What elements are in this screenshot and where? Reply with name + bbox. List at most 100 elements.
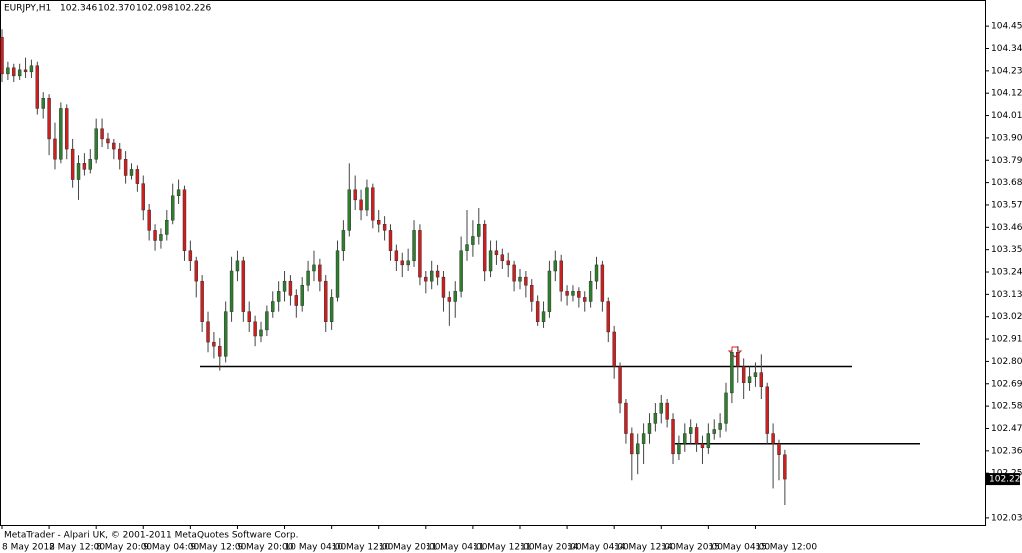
candle-body <box>777 443 781 455</box>
candle-body <box>506 260 510 266</box>
candle-body <box>412 230 416 262</box>
candle-body <box>783 454 787 480</box>
candle-body <box>159 234 163 241</box>
current-price-box <box>986 473 1020 486</box>
candle-body <box>594 264 599 282</box>
candle-body <box>394 250 399 262</box>
candle-body <box>341 230 346 251</box>
candle-body <box>671 419 675 455</box>
candle-body <box>659 402 663 414</box>
plot-frame <box>0 0 986 526</box>
candle-body <box>106 138 110 144</box>
candle-body <box>424 276 428 282</box>
candle-body <box>253 321 257 337</box>
candle-body <box>82 163 87 170</box>
candle-body <box>23 69 28 73</box>
candle-body <box>247 311 251 323</box>
x-tick-label: 14 May 12:00 <box>614 543 676 553</box>
candle-body <box>553 260 558 272</box>
x-tick-label: 10 May 20:00 <box>379 543 441 553</box>
candle-body <box>100 128 104 140</box>
candle-body <box>212 341 216 347</box>
header-value: 102.098 <box>136 4 173 14</box>
candle-body <box>730 352 734 394</box>
y-tick-label: 103.795 <box>991 156 1022 166</box>
candle-body <box>741 366 746 383</box>
x-tick-label: 9 May 20:00 <box>237 543 293 553</box>
candle-body <box>12 67 16 77</box>
candle-body <box>123 159 128 176</box>
candle-body <box>771 433 775 444</box>
candle-body <box>571 291 575 296</box>
candle-body <box>306 270 310 286</box>
x-tick-label: 10 May 04:00 <box>285 543 347 553</box>
y-tick-label: 103.135 <box>991 290 1022 300</box>
x-tick-label: 8 May 2012 <box>2 543 55 553</box>
candle-body <box>588 280 593 302</box>
candle-body <box>747 376 752 383</box>
candle-body <box>477 224 481 237</box>
candle-body <box>318 264 322 282</box>
candle-body <box>288 280 293 296</box>
candle-body <box>259 329 263 337</box>
y-tick-label: 103.025 <box>991 312 1022 322</box>
candle-body <box>630 433 634 455</box>
x-tick-label: 14 May 20:00 <box>661 543 723 553</box>
candle-body <box>200 280 204 323</box>
candle-body <box>223 311 228 357</box>
candle-body <box>583 297 587 302</box>
candle-body <box>76 163 81 180</box>
candle-body <box>547 270 552 312</box>
candle-body <box>718 423 722 430</box>
y-tick-label: 104.015 <box>991 111 1022 121</box>
candle-body <box>559 260 563 292</box>
x-tick-label: 9 May 12:00 <box>190 543 246 553</box>
x-tick-label: 15 May 12:00 <box>755 543 817 553</box>
candle-body <box>206 321 210 343</box>
candle-body <box>176 189 181 197</box>
candle-body <box>688 427 693 434</box>
candle-body <box>418 230 422 278</box>
candle-body <box>171 195 175 221</box>
candle-body <box>329 297 334 322</box>
candle-body <box>194 260 198 282</box>
y-tick-label: 103.355 <box>991 245 1022 255</box>
candle-body <box>6 67 10 75</box>
candle-body <box>518 276 522 282</box>
candle-body <box>94 128 98 160</box>
candle-body <box>535 301 540 323</box>
candle-body <box>753 372 758 377</box>
candle-body <box>388 230 393 251</box>
candle-body <box>647 423 652 434</box>
candle-body <box>624 402 628 434</box>
candle-body <box>700 443 705 448</box>
y-tick-label: 102.915 <box>991 335 1022 345</box>
x-tick-label: 8 May 20:00 <box>96 543 152 553</box>
candle-body <box>129 169 134 176</box>
candle-body <box>541 311 546 323</box>
candle-body <box>724 392 728 424</box>
candle-body <box>371 187 375 221</box>
candle-body <box>17 69 22 77</box>
x-tick-label: 15 May 04:00 <box>708 543 770 553</box>
candle-body <box>365 187 369 211</box>
candle-body <box>494 250 499 255</box>
candle-body <box>606 301 610 333</box>
candle-body <box>765 386 769 434</box>
x-tick-label: 10 May 12:00 <box>332 543 394 553</box>
candle-body <box>641 433 646 444</box>
x-tick-label: 9 May 04:00 <box>143 543 199 553</box>
header-value: 102.346 <box>60 4 97 14</box>
candle-body <box>429 270 434 282</box>
x-tick-label: 11 May 20:00 <box>520 543 582 553</box>
x-tick-label: 11 May 12:00 <box>473 543 535 553</box>
y-tick-label: 102.475 <box>991 424 1022 434</box>
candle-body <box>29 65 34 73</box>
candle-body <box>435 270 440 278</box>
candle-body <box>612 331 616 367</box>
current-price-label: 102.226 <box>989 475 1022 485</box>
candle-body <box>459 250 463 292</box>
candle-body <box>712 429 716 434</box>
candle-body <box>265 311 269 331</box>
symbol: EURJPY,H1 <box>4 4 51 14</box>
